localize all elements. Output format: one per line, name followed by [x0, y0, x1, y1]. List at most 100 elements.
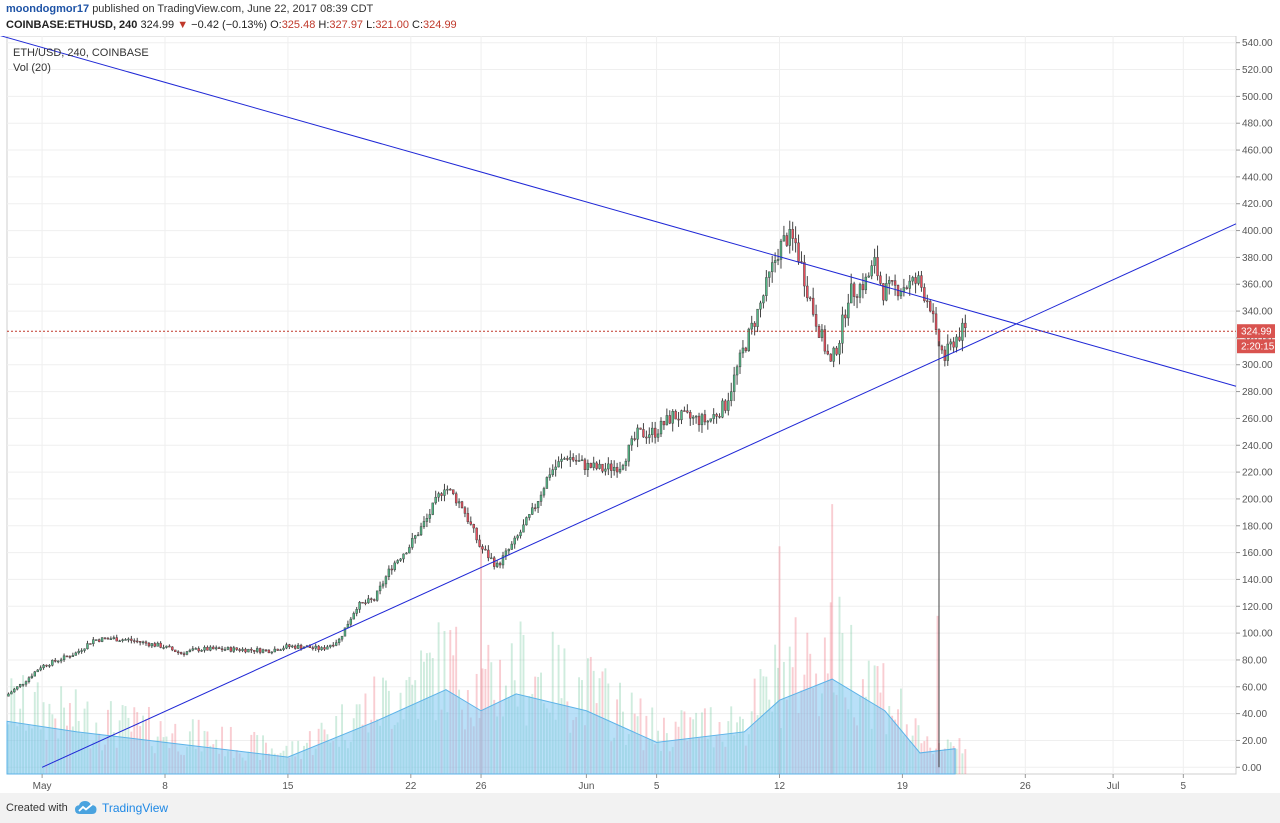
- candle-body: [334, 642, 338, 646]
- header-bar: moondogmor17 published on TradingView.co…: [0, 0, 1280, 36]
- candle-body: [639, 427, 642, 430]
- countdown-tag: [1237, 339, 1275, 354]
- candle-body: [829, 353, 832, 362]
- candle-body: [946, 343, 949, 361]
- candle-body: [893, 280, 897, 286]
- candle-body: [902, 287, 906, 292]
- candle-body: [832, 347, 835, 362]
- candle-body: [215, 647, 218, 650]
- plot-area: [6, 36, 1237, 775]
- candle-body: [217, 647, 221, 649]
- candle-body: [689, 412, 692, 419]
- candle-body: [244, 648, 247, 653]
- candle-body: [803, 262, 806, 287]
- candle-body: [554, 466, 557, 470]
- candle-body: [574, 459, 578, 462]
- candle-body: [51, 659, 54, 666]
- y-tick-label: 280.00: [1242, 387, 1273, 398]
- candle-body: [738, 352, 742, 368]
- volume-ma-area: [6, 678, 956, 775]
- candle-body: [566, 458, 569, 460]
- candle-body: [513, 537, 516, 545]
- candle-body: [943, 349, 947, 361]
- price-chart[interactable]: 0.00 20.00 40.00 60.00 80.00 100.00 120.00 140.…: [0, 36, 1280, 793]
- candle-body: [718, 416, 721, 418]
- candle-body: [329, 644, 332, 648]
- close-label: C:: [412, 19, 424, 31]
- tradingview-brand-link[interactable]: TradingView: [102, 801, 169, 815]
- candle-body: [820, 329, 824, 338]
- candle-body: [838, 342, 841, 355]
- candle-body: [454, 493, 458, 504]
- publish-line: moondogmor17 published on TradingView.co…: [6, 3, 373, 15]
- candle-body: [651, 427, 654, 435]
- candle-body: [373, 599, 376, 601]
- y-tick-label: 320.00: [1242, 333, 1273, 344]
- candle-body: [45, 664, 48, 667]
- author-link[interactable]: moondogmor17: [6, 3, 90, 15]
- tradingview-cloud-icon[interactable]: [74, 799, 98, 817]
- candle-body: [519, 531, 522, 537]
- candle-body: [408, 547, 411, 554]
- candle-body: [405, 552, 408, 555]
- candle-body: [580, 459, 584, 462]
- candle-body: [914, 277, 917, 284]
- candle-body: [636, 427, 639, 440]
- candle-body: [162, 647, 165, 649]
- quote-line: COINBASE:ETHUSD, 240 324.99 ▼ −0.42 (−0.…: [6, 19, 457, 31]
- candle-body: [255, 648, 259, 652]
- candle-body: [961, 322, 964, 341]
- candle-body: [203, 646, 206, 651]
- candle-body: [531, 507, 534, 515]
- candle-body: [332, 644, 335, 647]
- y-tick-label: 220.00: [1242, 468, 1273, 479]
- grid: [7, 36, 1236, 774]
- candle-body: [931, 310, 935, 315]
- candle-body: [794, 238, 797, 244]
- candle-body: [422, 521, 426, 527]
- candle-body: [141, 641, 145, 644]
- candle-body: [665, 415, 669, 426]
- symbol-label: COINBASE:ETHUSD, 240: [6, 19, 138, 31]
- candle-body: [416, 534, 420, 537]
- candle-body: [706, 420, 710, 423]
- candle-body: [33, 671, 36, 677]
- candle-body: [612, 466, 616, 471]
- candle-body: [958, 336, 961, 341]
- candle-body: [826, 350, 829, 355]
- candle-body: [577, 460, 581, 462]
- candle-body: [779, 240, 783, 260]
- candle-body: [282, 647, 285, 650]
- candle-body: [533, 507, 537, 510]
- candle-body: [396, 560, 399, 564]
- candle-body: [610, 463, 613, 471]
- candle-body: [437, 493, 440, 498]
- candle-body: [712, 414, 715, 419]
- candle-body: [273, 648, 276, 653]
- candle-body: [548, 474, 552, 478]
- candle-body: [615, 466, 619, 473]
- candle-body: [621, 465, 625, 470]
- candle-body: [378, 585, 382, 592]
- candle-body: [10, 691, 13, 695]
- y-tick-label: 0.00: [1242, 763, 1262, 774]
- candle-body: [929, 301, 932, 312]
- candle-body: [516, 535, 519, 539]
- candle-body: [452, 489, 455, 494]
- candle-body: [785, 235, 789, 246]
- candle-body: [607, 463, 610, 470]
- candle-body: [253, 649, 256, 652]
- candle-body: [182, 653, 186, 655]
- countdown-text: 2:20:15: [1241, 342, 1275, 353]
- candle-body: [226, 647, 230, 650]
- y-tick-label: 60.00: [1242, 682, 1267, 693]
- y-tick-label: 140.00: [1242, 575, 1273, 586]
- down-arrow-icon: ▼: [177, 19, 189, 31]
- candle-body: [762, 295, 765, 304]
- candle-body: [592, 462, 595, 468]
- candle-body: [472, 523, 475, 529]
- candle-body: [375, 590, 379, 601]
- candle-body: [890, 280, 894, 282]
- candle-body: [852, 283, 856, 297]
- candle-body: [434, 496, 437, 504]
